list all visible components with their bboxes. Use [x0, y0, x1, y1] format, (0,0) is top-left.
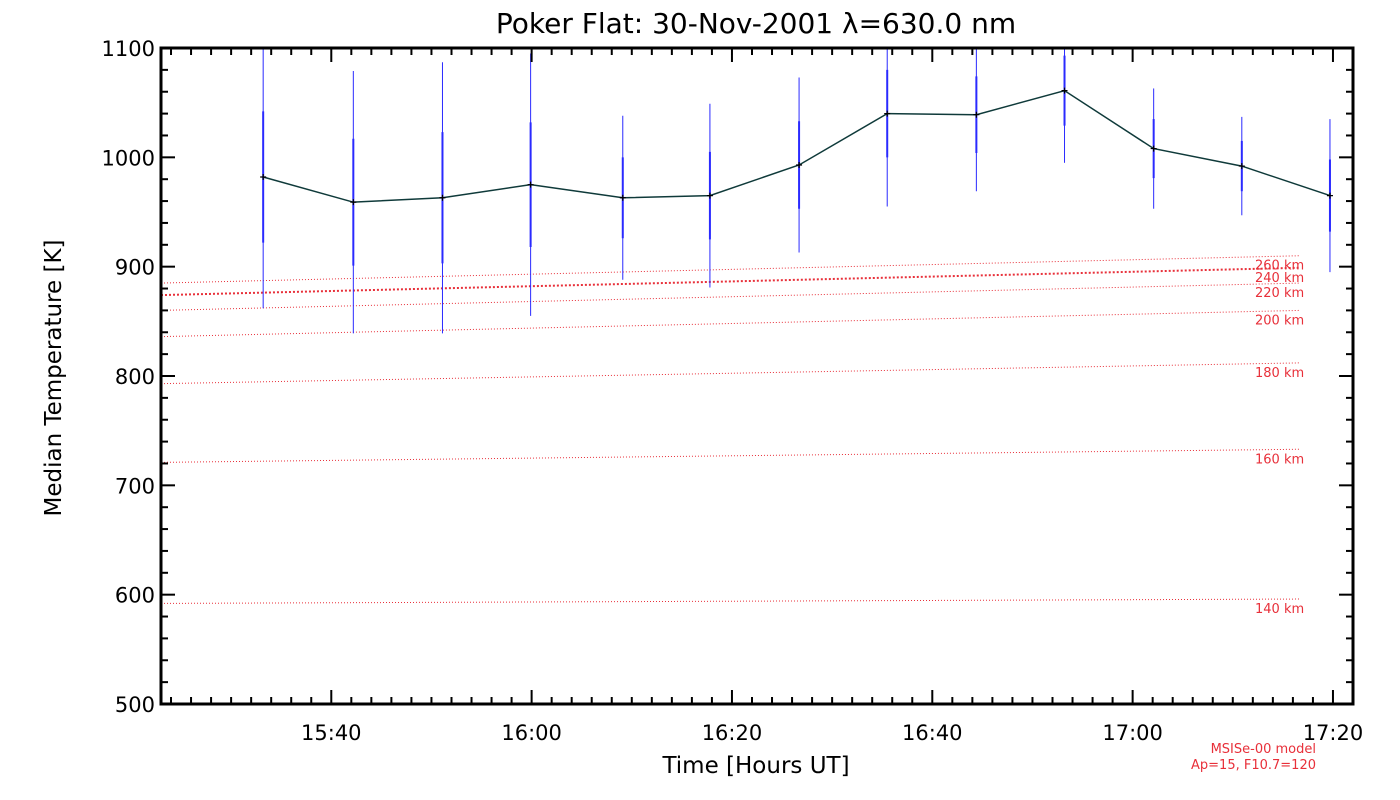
error-bars — [262, 48, 1331, 334]
data-point — [1150, 145, 1157, 152]
msis-line-160km — [160, 448, 1301, 463]
data-point — [1238, 163, 1245, 170]
y-axis-label: Median Temperature [K] — [41, 240, 67, 517]
msis-label-200km: 200 km — [1255, 313, 1304, 328]
x-tick-label: 16:40 — [902, 721, 963, 745]
x-axis-ticks: 15:40 16:00 16:20 16:40 17:00 17:20 — [170, 48, 1364, 745]
y-tick-label: 800 — [115, 365, 155, 389]
data-point — [1061, 87, 1068, 94]
y-axis-ticks: 500 600 700 800 900 1000 1100 — [102, 37, 1353, 717]
msis-line-140km — [160, 598, 1301, 604]
msis-label-160km: 160 km — [1255, 452, 1304, 467]
msis-label-140km: 140 km — [1255, 602, 1304, 617]
y-tick-label: 900 — [115, 256, 155, 280]
msis-line-180km — [160, 362, 1301, 385]
x-tick-label: 16:00 — [501, 721, 562, 745]
data-point — [350, 199, 357, 206]
x-tick-label: 17:00 — [1102, 721, 1163, 745]
msis-line-260km — [160, 255, 1301, 284]
model-params-note: Ap=15, F10.7=120 — [1191, 758, 1316, 773]
y-tick-label: 700 — [115, 474, 155, 498]
plot-frame — [159, 46, 1355, 706]
temperature-line — [262, 89, 1331, 203]
msis-label-180km: 180 km — [1255, 366, 1304, 381]
x-tick-label: 17:20 — [1303, 721, 1364, 745]
y-tick-label: 1000 — [102, 146, 155, 170]
data-point — [884, 110, 891, 117]
temperature-series — [260, 87, 1333, 206]
data-point — [527, 181, 534, 188]
data-point — [796, 161, 803, 168]
data-point — [439, 194, 446, 201]
y-tick-label: 1100 — [102, 37, 155, 61]
msis-label-240km: 240 km — [1255, 271, 1304, 286]
model-name-note: MSISe-00 model — [1211, 742, 1316, 757]
msis-label-260km: 260 km — [1255, 259, 1304, 274]
msis-model-lines — [160, 255, 1301, 604]
data-point — [619, 194, 626, 201]
y-tick-label: 600 — [115, 584, 155, 608]
data-point — [706, 192, 713, 199]
x-tick-label: 16:20 — [702, 721, 763, 745]
x-tick-label: 15:40 — [301, 721, 362, 745]
data-point — [1326, 192, 1333, 199]
data-point — [260, 174, 267, 181]
data-point — [973, 111, 980, 118]
x-axis-label: Time [Hours UT] — [661, 753, 849, 779]
msis-line-240km — [160, 266, 1301, 297]
msis-line-200km — [160, 309, 1301, 338]
y-tick-label: 500 — [115, 693, 155, 717]
chart-title: Poker Flat: 30-Nov-2001 λ=630.0 nm — [496, 7, 1016, 40]
msis-line-220km — [160, 282, 1301, 311]
msis-label-220km: 220 km — [1255, 286, 1304, 301]
